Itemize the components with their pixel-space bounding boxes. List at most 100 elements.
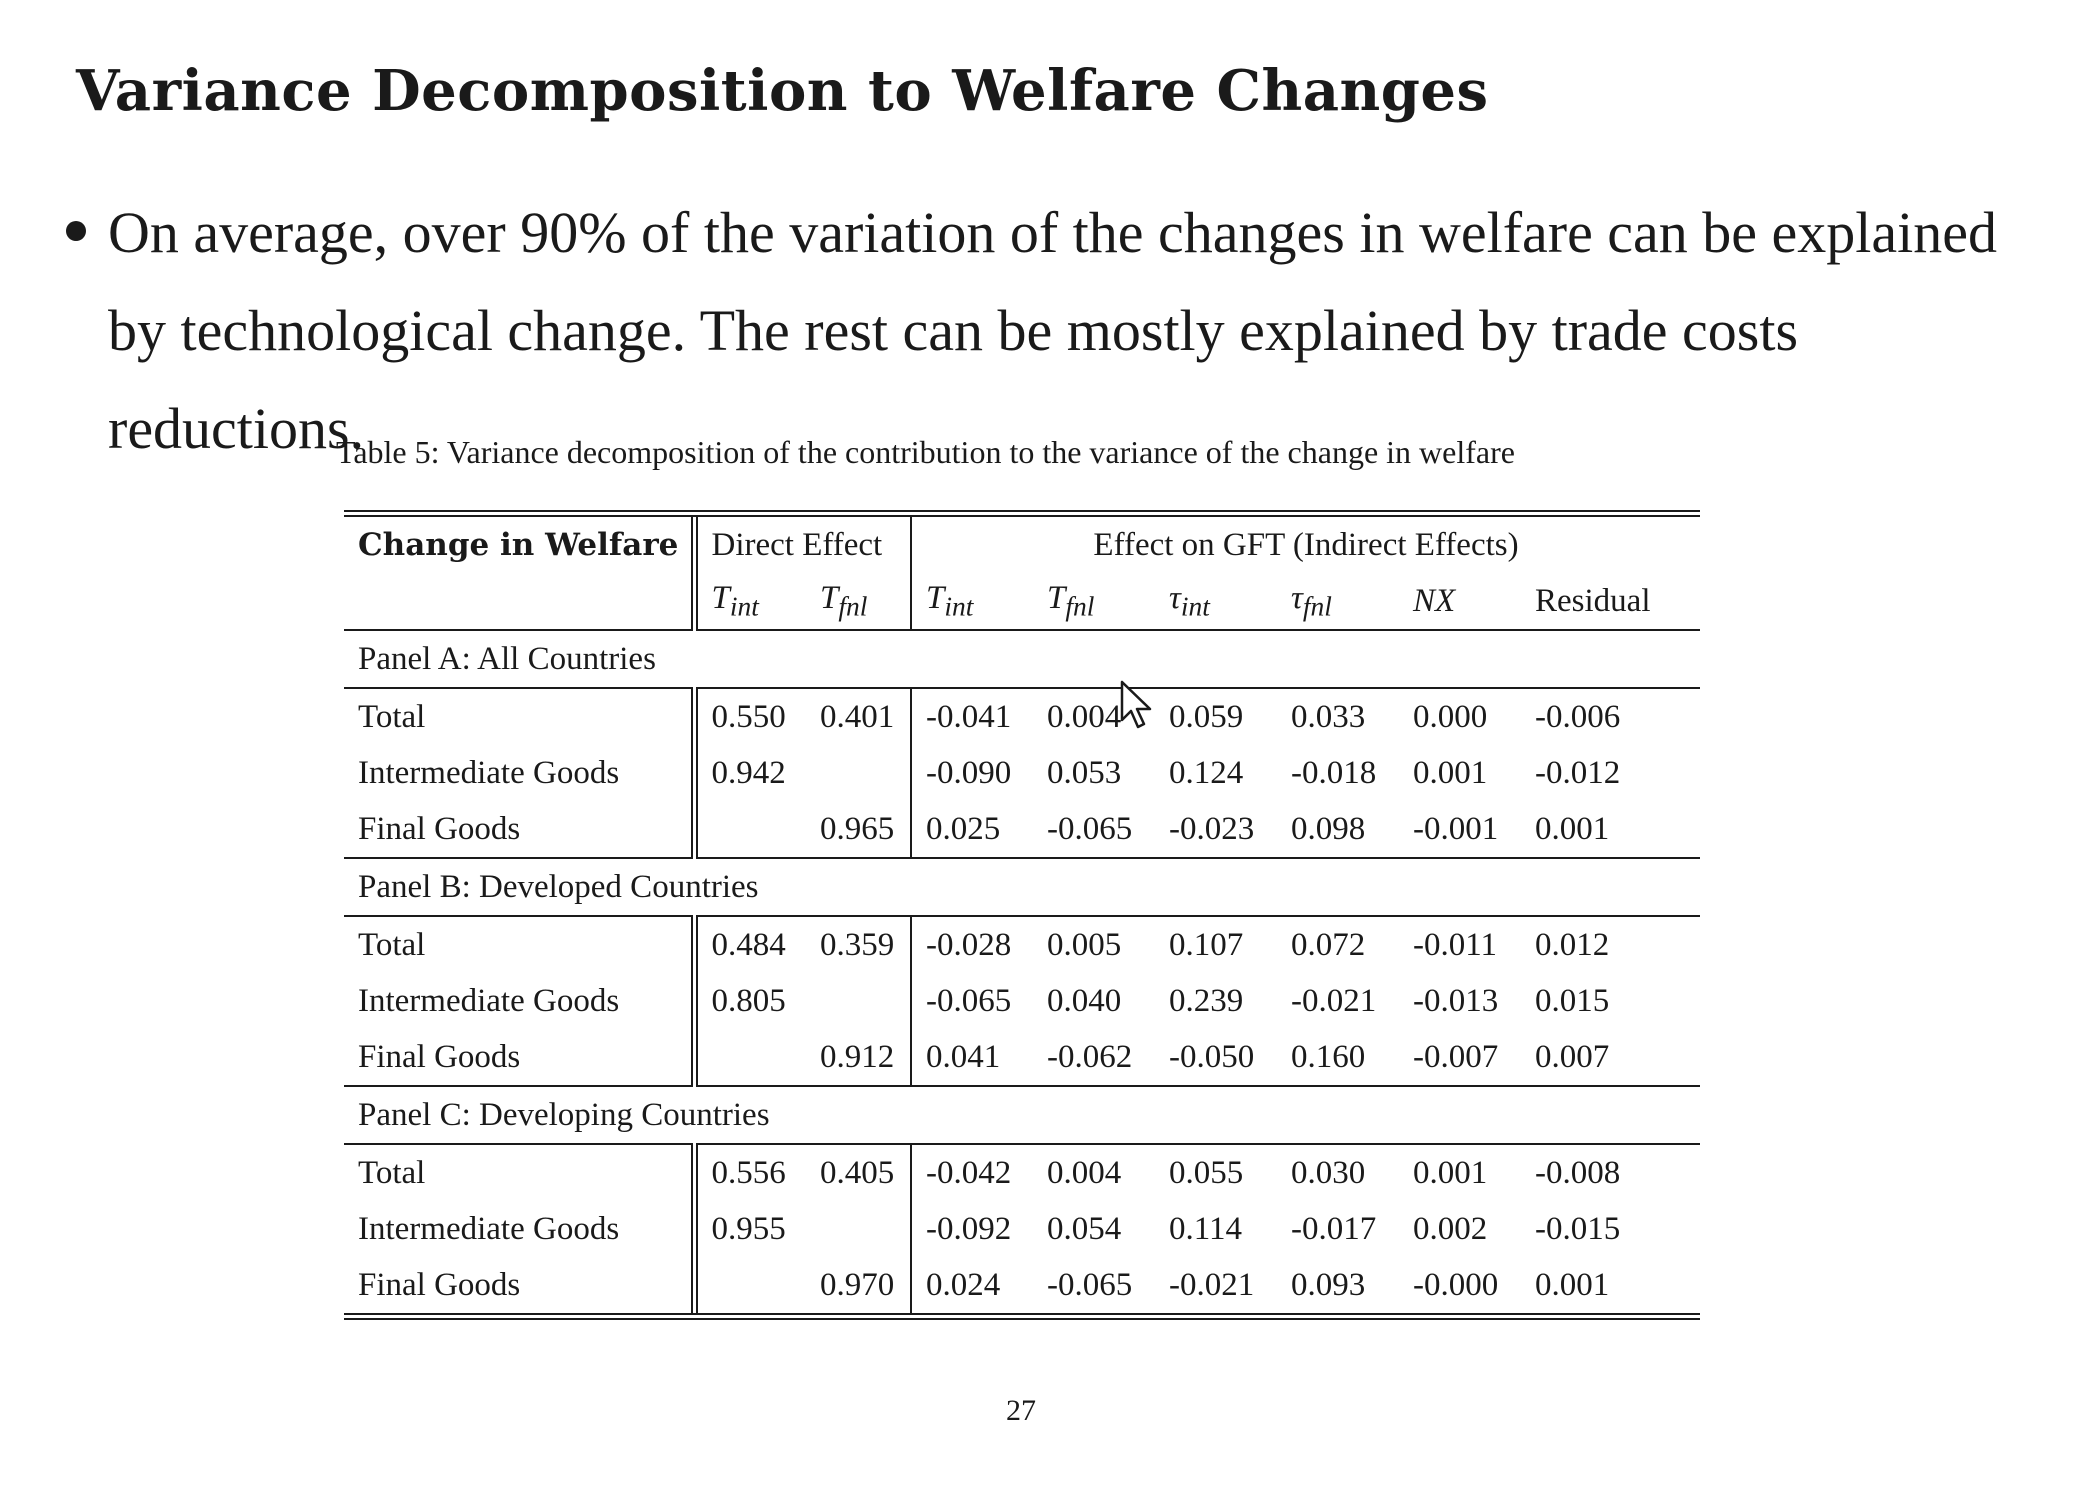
row-label: Intermediate Goods <box>358 1210 620 1247</box>
row-label: Total <box>358 926 426 963</box>
table-cell <box>806 1201 911 1257</box>
table-cell: 0.912 <box>806 1029 911 1087</box>
table-cell <box>806 973 911 1029</box>
subheader-subscript: fnl <box>1302 590 1332 622</box>
table-cell: 0.059 <box>1169 698 1244 735</box>
table-cell: -0.041 <box>910 688 1033 745</box>
table-cell: 0.805 <box>690 973 806 1029</box>
table-cell: 0.001 <box>1413 754 1488 791</box>
table-cell: -0.028 <box>910 916 1033 973</box>
table-cell: -0.018 <box>1291 754 1377 791</box>
table-cell: 0.030 <box>1291 1154 1366 1191</box>
table-cell: 0.040 <box>1047 982 1122 1019</box>
header-change-in-welfare: Change in Welfare <box>344 510 694 631</box>
table-cell: 0.942 <box>690 745 806 801</box>
table-cell: -0.092 <box>910 1201 1033 1257</box>
table-cell: -0.000 <box>1399 1257 1521 1320</box>
subheader-subscript: fnl <box>1065 590 1095 622</box>
panel-row: Panel C: Developing Countries <box>344 1086 1700 1145</box>
bullet-point: On average, over 90% of the variation of… <box>60 184 2020 478</box>
table-cell: 0.007 <box>1521 1029 1700 1087</box>
table-cell: 0.000 <box>1413 698 1488 735</box>
row-label: Total <box>358 698 426 735</box>
table-cell: -0.090 <box>910 745 1033 801</box>
row-label: Final Goods <box>344 801 694 859</box>
variance-table: Change in Welfare Direct Effect Effect o… <box>344 510 1700 1320</box>
table-cell: 0.033 <box>1291 698 1366 735</box>
table-row: Total 0.484 0.359 -0.028 0.005 0.107 0.072 -0.0… <box>344 916 1700 973</box>
subheader-cell: Tfnl <box>806 573 911 631</box>
table-cell <box>806 745 911 801</box>
table-cell: 0.001 <box>1521 1257 1700 1320</box>
row-label: Final Goods <box>344 1257 694 1320</box>
subheader-subscript: int <box>1180 590 1210 622</box>
table-cell: 0.004 <box>1047 698 1122 735</box>
table-row: Final Goods 0.912 0.041 -0.062 -0.050 0.160 -0… <box>344 1029 1700 1087</box>
subheader-symbol: NX <box>1413 582 1456 619</box>
row-label: Intermediate Goods <box>358 754 620 791</box>
table-cell <box>690 1029 806 1087</box>
subheader-cell: Residual <box>1521 573 1700 631</box>
table-cell: 0.001 <box>1521 801 1700 859</box>
subheader-cell: Tint <box>690 573 806 631</box>
subheader-subscript: int <box>729 590 759 622</box>
table-cell: 0.114 <box>1169 1210 1243 1247</box>
table-row: Final Goods 0.970 0.024 -0.065 -0.021 0.093 -0… <box>344 1257 1700 1320</box>
table-cell: -0.013 <box>1413 982 1499 1019</box>
subheader-symbol: Residual <box>1535 582 1651 619</box>
table-cell: -0.023 <box>1155 801 1277 859</box>
table-cell: 0.239 <box>1169 982 1244 1019</box>
row-label: Intermediate Goods <box>358 982 620 1019</box>
table-cell: 0.053 <box>1047 754 1122 791</box>
table-cell: -0.021 <box>1155 1257 1277 1320</box>
subheader-cell: Tint <box>910 573 1033 631</box>
table-caption: Table 5: Variance decomposition of the c… <box>336 434 1515 470</box>
panel-label: Panel C: Developing Countries <box>344 1086 1700 1145</box>
table-cell: -0.008 <box>1535 1154 1621 1191</box>
subheader-symbol: τ <box>1169 579 1181 616</box>
table-cell: -0.012 <box>1535 754 1621 791</box>
table-cell: 0.405 <box>820 1154 895 1191</box>
table-cell: 0.055 <box>1169 1154 1244 1191</box>
table-cell: 0.041 <box>910 1029 1033 1087</box>
row-label: Final Goods <box>344 1029 694 1087</box>
row-label: Total <box>358 1154 426 1191</box>
subheader-symbol: τ <box>1291 579 1303 616</box>
table-cell: -0.065 <box>1033 801 1155 859</box>
table-cell: 0.359 <box>820 926 895 963</box>
subheader-cell: τfnl <box>1277 573 1399 631</box>
table-cell <box>690 1257 806 1320</box>
table-cell: 0.955 <box>690 1201 806 1257</box>
subheader-cell: Tfnl <box>1033 573 1155 631</box>
header-indirect-effects: Effect on GFT (Indirect Effects) <box>910 510 1700 573</box>
table-cell: 0.054 <box>1047 1210 1122 1247</box>
slide-title: Variance Decomposition to Welfare Change… <box>76 58 1489 124</box>
table-cell: 0.124 <box>1169 754 1244 791</box>
table-row: Intermediate Goods 0.942 -0.090 0.053 0.124 -… <box>344 745 1700 801</box>
table-cell: -0.050 <box>1155 1029 1277 1087</box>
table-cell: 0.550 <box>690 688 806 745</box>
subheader-symbol: T <box>926 579 945 616</box>
subheader-symbol: T <box>711 579 730 616</box>
panel-row: Panel A: All Countries <box>344 630 1700 689</box>
table-cell: -0.006 <box>1535 698 1621 735</box>
table-cell: -0.042 <box>910 1144 1033 1201</box>
table-cell: 0.001 <box>1413 1154 1488 1191</box>
table-cell: 0.002 <box>1413 1210 1488 1247</box>
table-cell: 0.025 <box>910 801 1033 859</box>
table-cell: -0.015 <box>1535 1210 1621 1247</box>
table-cell: 0.160 <box>1277 1029 1399 1087</box>
subheader-symbol: T <box>820 579 839 616</box>
table-cell: -0.065 <box>910 973 1033 1029</box>
table-cell: 0.970 <box>806 1257 911 1320</box>
subheader-subscript: int <box>944 590 974 622</box>
table-cell: -0.011 <box>1413 926 1498 963</box>
subheader-cell: NX <box>1399 573 1521 631</box>
bullet-dot-icon <box>66 221 86 241</box>
subheader-cell: τint <box>1155 573 1277 631</box>
table-row: Intermediate Goods 0.955 -0.092 0.054 0.114 -… <box>344 1201 1700 1257</box>
variance-table-container: Change in Welfare Direct Effect Effect o… <box>344 510 1700 1320</box>
header-row-2: Tint Tfnl Tint Tfnl τint τfnl NX Residual <box>344 573 1700 631</box>
table-cell: 0.072 <box>1291 926 1366 963</box>
